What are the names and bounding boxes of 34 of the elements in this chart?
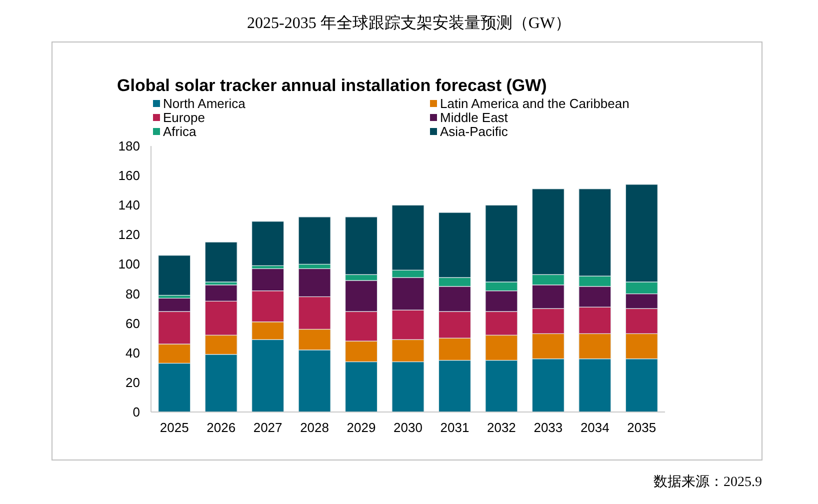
y-tick-label: 100: [118, 256, 140, 272]
x-tick-label: 2027: [253, 420, 282, 435]
bar: [298, 216, 331, 265]
y-tick-label: 120: [118, 227, 140, 242]
y-tick-label: 140: [118, 198, 140, 213]
source-note: 数据来源：2025.9: [654, 474, 762, 490]
x-tick-label: 2025: [160, 420, 189, 435]
y-tick-label: 40: [126, 345, 140, 360]
bar: [204, 242, 238, 282]
chart-title: 2025-2035 年全球跟踪支架安装量预测（GW）: [247, 14, 571, 32]
y-tick-label: 80: [126, 286, 140, 302]
chart-subtitle: Global solar tracker annual installation forecast (GW): [117, 76, 547, 95]
x-tick-label: 2032: [486, 420, 516, 435]
legend-label: Africa: [163, 124, 197, 139]
y-tick-label: 60: [126, 316, 140, 331]
x-tick-label: 2033: [534, 420, 563, 435]
y-tick-label: 20: [126, 374, 140, 390]
bar: [158, 255, 191, 296]
x-tick-label: 2030: [394, 420, 422, 435]
legend-label: Latin America and the Caribbean: [440, 96, 630, 111]
y-tick-label: 0: [132, 404, 140, 420]
legend-label: Middle East: [440, 110, 508, 125]
x-tick-label: 2029: [346, 420, 376, 435]
legend-label: Asia-Pacific: [440, 124, 508, 139]
legend-label: Europe: [163, 110, 205, 125]
y-tick-label: 160: [118, 168, 140, 184]
x-tick-label: 2031: [440, 420, 470, 435]
y-tick-label: 180: [118, 138, 140, 154]
x-tick-label: 2026: [206, 420, 236, 435]
x-tick-label: 2028: [300, 420, 330, 435]
x-tick-label: 2034: [580, 420, 610, 435]
x-tick-label: 2035: [627, 420, 656, 435]
bar: [252, 221, 284, 266]
legend-label: North America: [163, 96, 246, 111]
